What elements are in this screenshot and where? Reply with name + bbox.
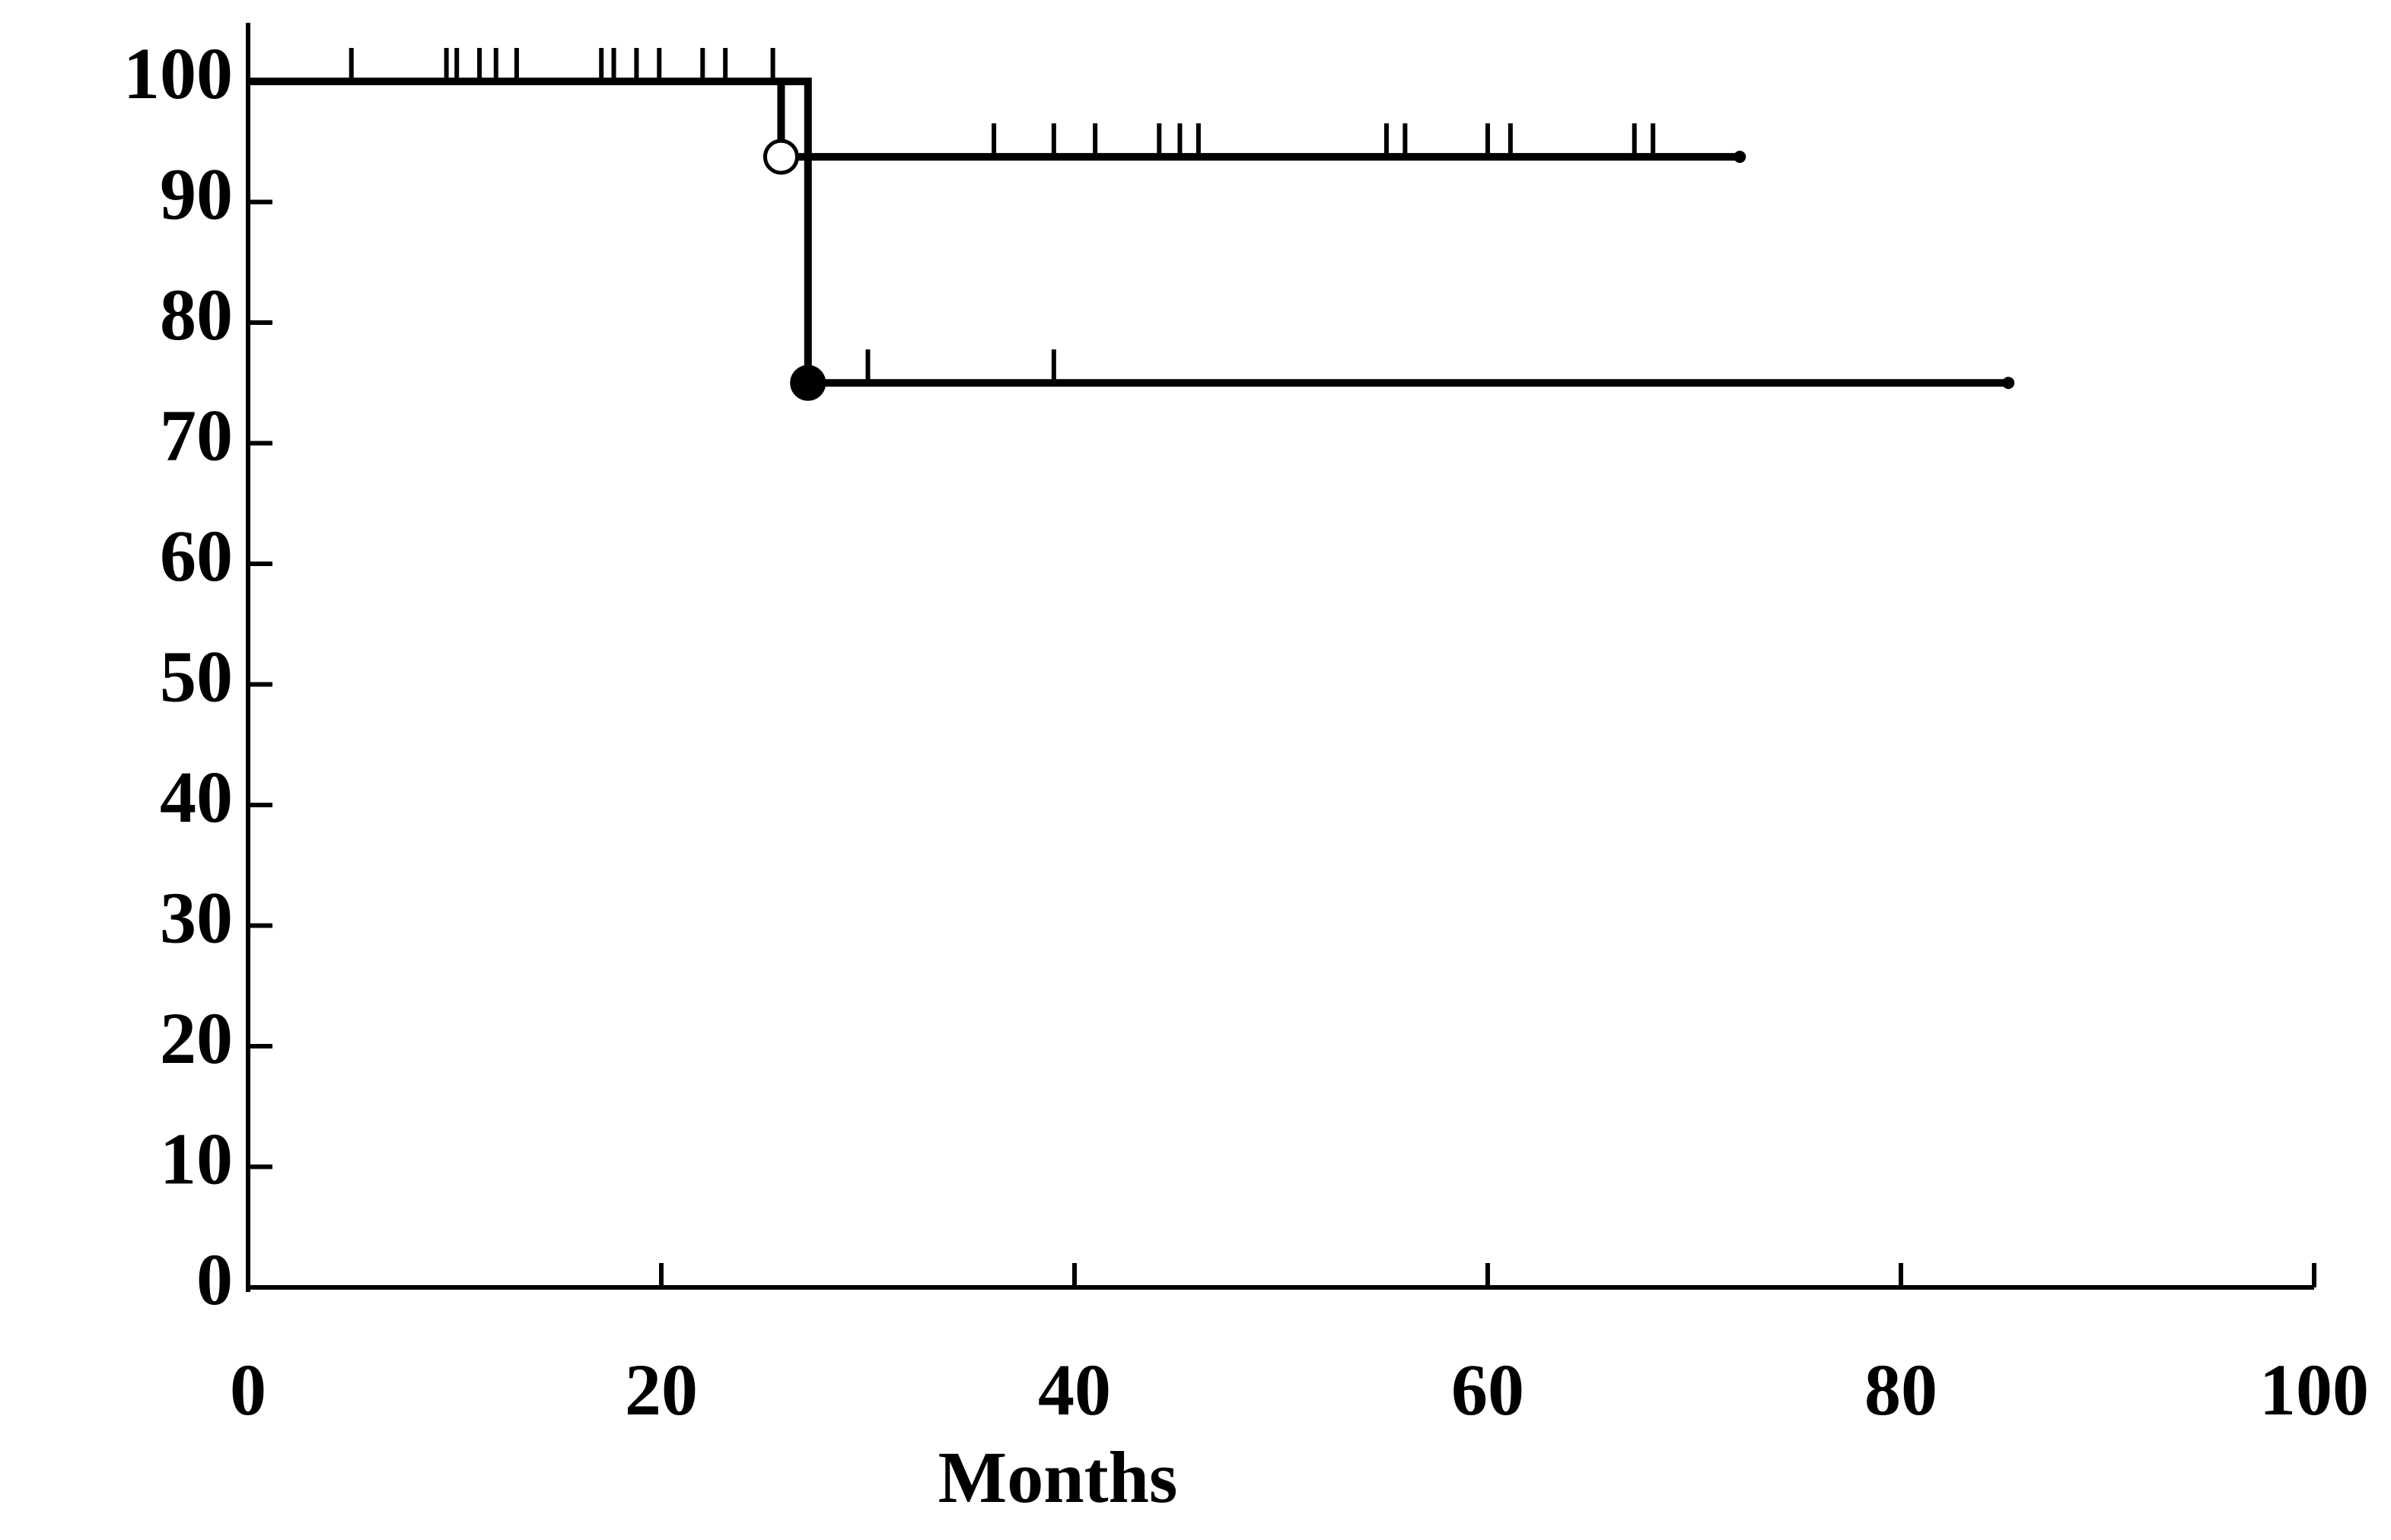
y-tick-label: 40 [160,756,233,838]
y-tick-label: 20 [160,998,233,1079]
y-tick-label: 70 [160,395,233,476]
x-axis-label: Months [938,1437,1178,1518]
x-tick-label: 0 [230,1349,266,1430]
y-tick-label: 10 [160,1118,233,1200]
y-tick-label: 100 [123,33,233,114]
x-tick-label: 100 [2259,1349,2369,1430]
event-marker [790,364,826,401]
y-tick-label: 90 [160,154,233,235]
y-tick-label: 0 [196,1239,233,1320]
x-tick-label: 60 [1451,1349,1524,1430]
x-tick-label: 40 [1038,1349,1111,1430]
survival-curve [248,78,2009,387]
end-point [2002,377,2015,390]
y-tick-label: 60 [160,515,233,597]
x-tick-label: 80 [1864,1349,1937,1430]
y-tick-label: 30 [160,877,233,959]
y-tick-label: 50 [160,636,233,718]
y-tick-label: 80 [160,274,233,355]
x-tick-label: 20 [625,1349,698,1430]
event-marker [763,138,799,175]
end-point [1734,151,1746,164]
